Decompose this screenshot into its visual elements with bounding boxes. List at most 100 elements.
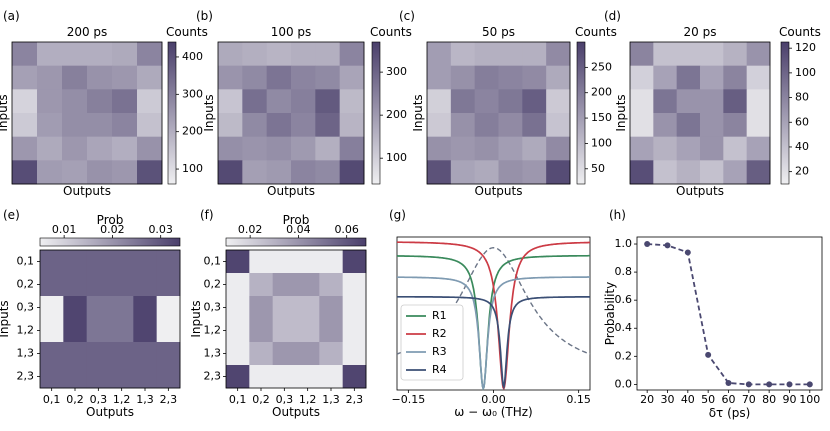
- y-tick-label: 0.8: [615, 265, 633, 278]
- y-axis-label: Inputs: [189, 300, 203, 337]
- heatmap-cell: [676, 160, 701, 185]
- heatmap-title: 50 ps: [482, 25, 515, 39]
- heatmap-cell: [339, 160, 365, 185]
- heatmap-cell: [87, 89, 113, 114]
- heatmap-cell: [630, 65, 654, 90]
- heatmap-cell: [546, 136, 571, 161]
- heatmap-frame: [11, 41, 163, 185]
- heatmap-cell: [226, 365, 250, 389]
- heatmap-cell: [37, 89, 63, 114]
- heatmap-cell: [156, 273, 181, 297]
- heatmap-cell: [653, 42, 678, 67]
- x-tick-label: 30: [660, 393, 674, 406]
- heatmap-cell: [676, 136, 701, 161]
- legend-label: R2: [432, 327, 447, 340]
- legend-label: R3: [432, 345, 447, 358]
- heatmap-cell: [86, 342, 111, 366]
- heatmap-cell: [218, 113, 243, 138]
- heatmap-cell: [63, 296, 88, 320]
- y-tick-label: 0.0: [615, 377, 633, 390]
- heatmap-cell: [315, 89, 341, 114]
- heatmap-cell: [86, 250, 111, 274]
- x-axis-label: Outputs: [267, 184, 315, 198]
- heatmap-cell: [110, 250, 134, 274]
- y-axis-label: Inputs: [614, 94, 628, 131]
- x-tick-label: 0.15: [566, 393, 591, 406]
- colorbar-tick-label: 0.01: [52, 223, 77, 236]
- colorbar: [371, 41, 381, 185]
- y-tick-label: 0,3: [17, 301, 35, 314]
- x-axis-label: Outputs: [63, 184, 111, 198]
- heatmap-cell: [676, 42, 701, 67]
- x-tick-label: 0,2: [66, 393, 84, 406]
- heatmap-cell: [62, 136, 88, 161]
- heatmap-cell: [218, 65, 243, 90]
- x-tick-label: 60: [721, 393, 735, 406]
- heatmap-cell: [37, 65, 63, 90]
- heatmap-cell: [342, 319, 367, 343]
- heatmap-cell: [498, 160, 523, 185]
- y-tick-label: 1,2: [17, 324, 35, 337]
- heatmap-cell: [319, 273, 344, 297]
- colorbar: [780, 41, 790, 185]
- panel-label: (d): [604, 9, 621, 23]
- heatmap-cell: [723, 136, 748, 161]
- heatmap-cell: [319, 319, 344, 343]
- colorbar: [225, 237, 367, 247]
- heatmap-cell: [296, 365, 320, 389]
- heatmap-cell: [137, 89, 163, 114]
- panel-label: (a): [3, 9, 20, 23]
- heatmap-cell: [700, 42, 724, 67]
- heatmap-cell: [522, 113, 547, 138]
- heatmap-title: 200 ps: [67, 25, 108, 39]
- heatmap-cell: [630, 42, 654, 67]
- heatmap-cell: [272, 365, 297, 389]
- heatmap-cell: [296, 273, 320, 297]
- colorbar: [576, 41, 586, 185]
- heatmap-cell: [746, 136, 771, 161]
- panel-label: (c): [399, 9, 415, 23]
- heatmap-cell: [498, 42, 523, 67]
- heatmap-cell: [700, 160, 724, 185]
- heatmap-cell: [522, 65, 547, 90]
- heatmap-cell: [87, 42, 113, 67]
- colorbar-tick-label: 300: [182, 87, 203, 100]
- x-tick-label: 0,1: [229, 393, 247, 406]
- heatmap-cell: [112, 160, 138, 185]
- data-point: [684, 249, 691, 256]
- y-axis-label: Probability: [603, 282, 617, 345]
- x-axis-label: δτ (ps): [709, 406, 751, 420]
- heatmap-cell: [427, 65, 452, 90]
- heatmap-cell: [272, 342, 297, 366]
- heatmap-cell: [137, 42, 163, 67]
- colorbar-tick-label: 200: [182, 125, 203, 138]
- x-tick-label: 1,2: [113, 393, 131, 406]
- heatmap-cell: [546, 113, 571, 138]
- x-tick-label: 2,3: [160, 393, 178, 406]
- colorbar-tick-label: 250: [591, 60, 612, 73]
- heatmap-cell: [630, 160, 654, 185]
- heatmap-cell: [723, 113, 748, 138]
- colorbar-tick-label: 50: [591, 162, 605, 175]
- heatmap-cell: [62, 65, 88, 90]
- heatmap-cell: [249, 273, 274, 297]
- colorbar-tick-label: 150: [591, 111, 612, 124]
- heatmap-cell: [450, 160, 476, 185]
- heatmap-cell: [291, 42, 316, 67]
- data-point: [745, 381, 752, 388]
- heatmap-cell: [315, 65, 341, 90]
- heatmap-cell: [37, 113, 63, 138]
- heatmap-cell: [676, 113, 701, 138]
- heatmap-cell: [546, 89, 571, 114]
- heatmap-cell: [272, 273, 297, 297]
- heatmap-cell: [546, 65, 571, 90]
- heatmap-cell: [156, 250, 181, 274]
- heatmap-cell: [226, 296, 250, 320]
- heatmap-cell: [474, 113, 499, 138]
- data-point: [806, 381, 813, 388]
- colorbar-tick-label: 100: [182, 162, 203, 175]
- x-tick-label: 100: [799, 393, 820, 406]
- heatmap-cell: [112, 113, 138, 138]
- colorbar: [39, 237, 181, 247]
